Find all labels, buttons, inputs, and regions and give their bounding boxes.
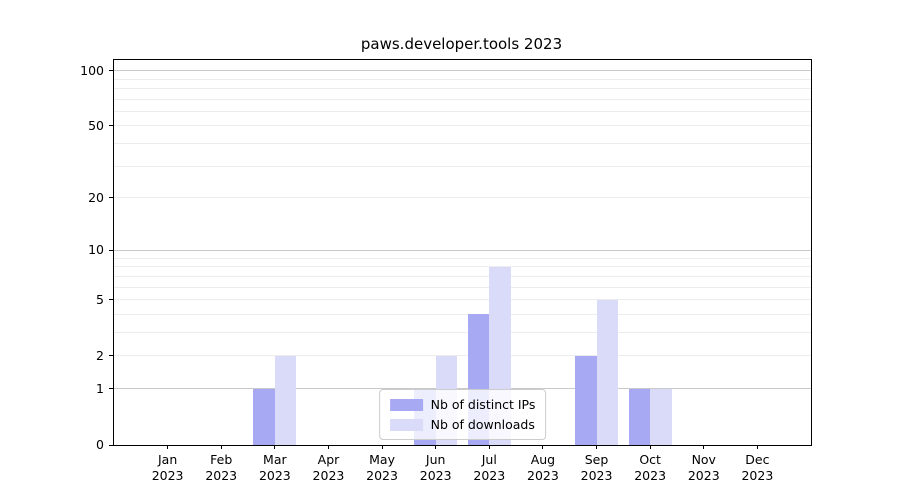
y-axis-tick — [109, 70, 113, 72]
x-axis-tick-label: Dec 2023 — [741, 452, 774, 483]
legend-swatch-downloads — [389, 418, 423, 431]
legend-entry-downloads: Nb of downloads — [389, 417, 536, 432]
minor-gridline — [114, 197, 811, 199]
y-axis-tick — [109, 299, 113, 301]
minor-gridline — [114, 313, 811, 315]
major-gridline — [114, 70, 811, 72]
x-axis-tick — [756, 445, 758, 449]
x-axis-tick — [488, 445, 490, 449]
y-axis-tick-label: 5 — [96, 291, 104, 307]
y-axis-tick — [109, 125, 113, 127]
bar-downloads — [650, 388, 672, 445]
minor-gridline — [114, 78, 811, 80]
x-axis-tick-label: May 2023 — [366, 452, 398, 483]
y-axis-tick-label: 1 — [96, 380, 104, 396]
chart-title: paws.developer.tools 2023 — [360, 35, 563, 53]
y-axis-tick-label: 0 — [96, 437, 104, 452]
minor-gridline — [114, 266, 811, 268]
x-axis-tick — [274, 445, 276, 449]
minor-gridline — [114, 355, 811, 357]
minor-gridline — [114, 125, 811, 127]
minor-gridline — [114, 98, 811, 100]
x-axis-tick-label: Oct 2023 — [634, 452, 667, 483]
y-axis-tick — [109, 197, 113, 199]
x-axis-tick — [327, 445, 329, 449]
y-axis-tick — [109, 388, 113, 390]
minor-gridline — [114, 286, 811, 288]
y-axis-tick — [109, 355, 113, 357]
x-axis-tick-label: Feb 2023 — [205, 452, 238, 483]
y-axis-tick-label: 50 — [88, 117, 104, 133]
x-axis-tick — [167, 445, 169, 449]
legend: Nb of distinct IPs Nb of downloads — [378, 389, 547, 440]
bar-downloads — [596, 299, 619, 445]
x-axis-tick-label: Aug 2023 — [527, 452, 559, 483]
legend-label-downloads: Nb of downloads — [430, 417, 535, 432]
major-gridline — [114, 249, 811, 251]
minor-gridline — [114, 110, 811, 112]
minor-gridline — [114, 299, 811, 301]
minor-gridline — [114, 275, 811, 277]
x-axis-tick — [649, 445, 651, 449]
minor-gridline — [114, 87, 811, 89]
plot-area: 0 1 2 5 10 20 50 100 Jan 2023 Feb 2023 Mar 2023 Apr… — [80, 59, 812, 483]
bar-downloads — [274, 355, 297, 445]
minor-gridline — [114, 257, 811, 259]
bar-distinct-ips — [575, 355, 597, 445]
x-axis-tick — [596, 445, 598, 449]
minor-gridline — [114, 332, 811, 334]
x-axis-tick — [220, 445, 222, 449]
y-axis-tick-label: 20 — [88, 189, 104, 205]
x-axis-tick-label: Jul 2023 — [473, 452, 506, 483]
x-axis-tick-label: Jun 2023 — [419, 452, 452, 483]
x-axis-tick — [435, 445, 437, 449]
y-axis-tick-label: 10 — [88, 242, 104, 258]
x-axis-tick — [542, 445, 544, 449]
bar-distinct-ips — [253, 388, 275, 445]
y-axis-tick-label: 100 — [80, 62, 104, 78]
x-axis-tick-label: Jan 2023 — [151, 452, 184, 483]
major-gridline — [114, 388, 811, 390]
y-axis-tick — [109, 249, 113, 251]
x-axis-tick-label: Sep 2023 — [580, 452, 613, 483]
legend-label-distinct-ips: Nb of distinct IPs — [430, 397, 536, 412]
x-axis-tick-label: Apr 2023 — [312, 452, 345, 483]
x-axis-tick-label: Nov 2023 — [687, 452, 720, 483]
legend-entry-distinct-ips: Nb of distinct IPs — [389, 397, 536, 412]
y-axis-tick-label: 2 — [96, 347, 104, 363]
x-axis-tick — [703, 445, 705, 449]
minor-gridline — [114, 165, 811, 167]
minor-gridline — [114, 143, 811, 145]
legend-swatch-distinct-ips — [389, 398, 423, 411]
y-axis-tick — [109, 444, 113, 446]
x-axis-tick — [381, 445, 383, 449]
bar-distinct-ips — [628, 388, 651, 445]
x-axis-tick-label: Mar 2023 — [258, 452, 291, 483]
